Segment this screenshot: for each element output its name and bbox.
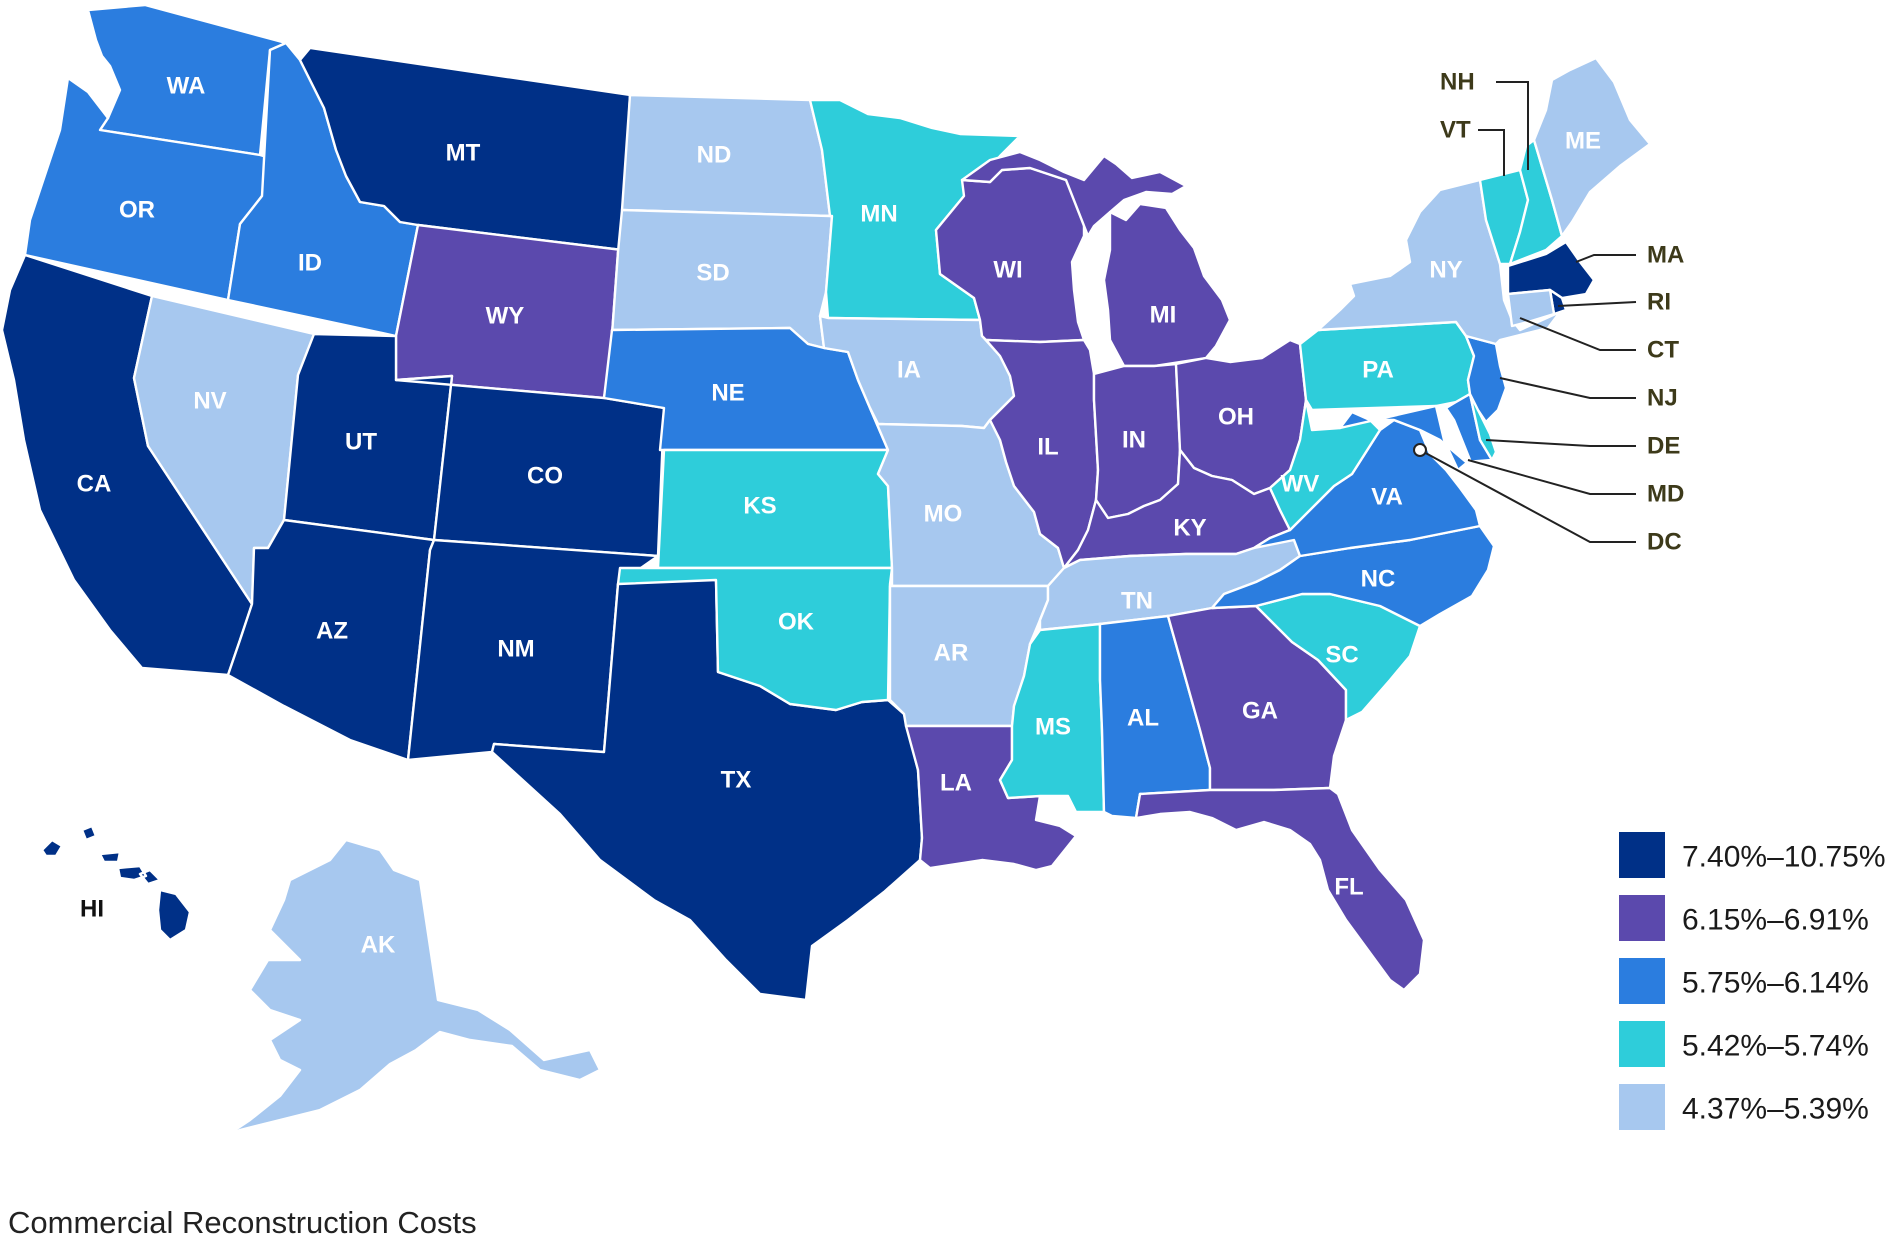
legend-swatch-5 — [1619, 1084, 1665, 1130]
label-SD: SD — [696, 260, 729, 287]
callout-DC: DC — [1647, 529, 1682, 556]
label-FL: FL — [1334, 874, 1363, 901]
label-VA: VA — [1371, 484, 1403, 511]
callout-MA: MA — [1647, 242, 1684, 269]
label-PA: PA — [1362, 357, 1394, 384]
state-ME[interactable] — [1532, 56, 1652, 238]
state-MT[interactable] — [298, 46, 632, 252]
legend-swatch-2 — [1619, 895, 1665, 941]
state-OK[interactable] — [616, 566, 894, 712]
label-ME: ME — [1565, 128, 1601, 155]
label-NV: NV — [193, 388, 226, 415]
label-AR: AR — [934, 640, 969, 667]
callout-NH: NH — [1440, 69, 1475, 96]
label-SC: SC — [1325, 642, 1358, 669]
label-NM: NM — [497, 636, 534, 663]
label-AZ: AZ — [316, 618, 348, 645]
legend-label-2: 6.15%–6.91% — [1682, 904, 1869, 937]
label-ND: ND — [697, 142, 732, 169]
legend-label-4: 5.42%–5.74% — [1682, 1030, 1869, 1063]
label-LA: LA — [940, 770, 972, 797]
label-TN: TN — [1121, 588, 1153, 615]
label-NE: NE — [711, 380, 744, 407]
callout-MD: MD — [1647, 481, 1684, 508]
state-HI[interactable] — [40, 824, 192, 942]
label-OH: OH — [1218, 404, 1254, 431]
legend: 7.40%–10.75% 6.15%–6.91% 5.75%–6.14% 5.4… — [1619, 832, 1886, 1130]
label-NY: NY — [1429, 257, 1462, 284]
label-ID: ID — [298, 250, 322, 277]
label-MT: MT — [446, 140, 481, 167]
label-CO: CO — [527, 463, 563, 490]
callout-VT: VT — [1440, 117, 1471, 144]
label-MN: MN — [860, 201, 897, 228]
state-FL[interactable] — [1134, 786, 1426, 992]
state-labels: WA OR CA ID NV MT WY UT CO AZ NM TX ND S… — [77, 73, 1601, 959]
state-WV[interactable] — [1268, 398, 1382, 532]
legend-label-3: 5.75%–6.14% — [1682, 967, 1869, 1000]
label-GA: GA — [1242, 698, 1278, 725]
callout-labels: NH VT MA RI CT NJ DE MD DC — [1440, 69, 1684, 556]
label-IL: IL — [1037, 434, 1058, 461]
label-WA: WA — [167, 73, 206, 100]
label-MO: MO — [924, 501, 963, 528]
state-NC[interactable] — [1210, 524, 1496, 628]
legend-label-1: 7.40%–10.75% — [1682, 841, 1886, 874]
label-IA: IA — [897, 357, 921, 384]
map-caption: Commercial Reconstruction Costs — [8, 1205, 477, 1240]
label-AL: AL — [1127, 705, 1159, 732]
legend-swatch-3 — [1619, 958, 1665, 1004]
label-MI: MI — [1150, 302, 1177, 329]
us-choropleth-map: WA OR CA ID NV MT WY UT CO AZ NM TX ND S… — [0, 3, 1886, 1142]
callout-CT: CT — [1647, 337, 1679, 364]
callout-RI: RI — [1647, 289, 1671, 316]
label-HI: HI — [80, 896, 104, 923]
label-IN: IN — [1122, 427, 1146, 454]
callout-DE: DE — [1647, 433, 1680, 460]
label-OK: OK — [778, 609, 815, 636]
label-KY: KY — [1173, 515, 1206, 542]
label-WY: WY — [486, 303, 525, 330]
callout-leaders — [1413, 81, 1637, 543]
label-MS: MS — [1035, 714, 1071, 741]
label-WI: WI — [993, 257, 1022, 284]
state-NJ[interactable] — [1464, 334, 1508, 424]
legend-swatch-4 — [1619, 1021, 1665, 1067]
callout-NJ: NJ — [1647, 385, 1678, 412]
label-WV: WV — [1281, 471, 1320, 498]
state-CT[interactable] — [1506, 288, 1556, 328]
label-KS: KS — [743, 493, 776, 520]
legend-label-5: 4.37%–5.39% — [1682, 1093, 1869, 1126]
state-IL[interactable] — [984, 338, 1100, 570]
label-CA: CA — [77, 471, 112, 498]
label-NC: NC — [1361, 566, 1396, 593]
state-AZ[interactable] — [226, 518, 436, 762]
state-NH[interactable] — [1508, 138, 1564, 266]
legend-swatch-1 — [1619, 832, 1665, 878]
label-TX: TX — [721, 767, 752, 794]
state-AK[interactable] — [218, 838, 602, 1142]
label-AK: AK — [361, 932, 396, 959]
state-MI[interactable] — [960, 150, 1232, 368]
label-UT: UT — [345, 429, 377, 456]
label-OR: OR — [119, 197, 155, 224]
